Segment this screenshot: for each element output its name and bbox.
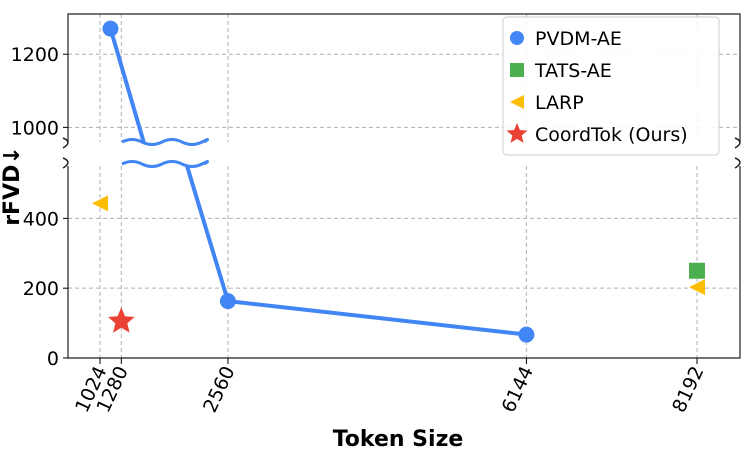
- data-point: [108, 307, 135, 333]
- legend-label: PVDM-AE: [535, 28, 622, 50]
- data-point: [92, 195, 108, 212]
- legend-box: [502, 16, 720, 156]
- upper-panel-frame: [67, 13, 741, 142]
- line-break-wave: [121, 160, 209, 168]
- legend-label: CoordTok (Ours): [535, 124, 688, 146]
- x-tick-label: 6144: [498, 363, 538, 416]
- y-tick-label: 400: [23, 208, 59, 230]
- line-break-wave: [121, 138, 209, 146]
- data-point: [219, 293, 236, 310]
- legend-label: LARP: [535, 92, 584, 114]
- legend: PVDM-AE TATS-AE LARP CoordTok (Ours): [502, 16, 720, 156]
- y-axis-title: rFVD↓: [0, 146, 25, 226]
- series-line-segment: [225, 299, 529, 337]
- series-line-segment: [184, 166, 230, 304]
- lower-panel-frame: [67, 166, 741, 359]
- data-point: [689, 279, 705, 296]
- x-tick-label: 2560: [199, 363, 239, 416]
- y-tick-label: 0: [47, 348, 59, 370]
- plot-frame: [62, 13, 741, 359]
- legend-marker: [510, 63, 524, 77]
- y-tick-label: 1000: [11, 117, 59, 139]
- data-point: [102, 20, 119, 37]
- data-point: [689, 262, 705, 279]
- y-tick-label: 200: [23, 278, 59, 300]
- legend-marker: [510, 95, 524, 109]
- data-point: [518, 326, 535, 343]
- legend-marker: [510, 31, 524, 45]
- legend-marker: [506, 123, 528, 143]
- series-layer: [92, 20, 705, 343]
- gridlines: [68, 14, 740, 359]
- legend-label: TATS-AE: [534, 60, 612, 82]
- axis-break-left: [62, 137, 69, 169]
- x-tick-label: 8192: [668, 363, 708, 416]
- x-axis-title: Token Size: [333, 427, 464, 452]
- y-tick-label: 1200: [11, 44, 59, 66]
- axis-break-right: [734, 137, 741, 169]
- series-line-segment: [108, 26, 146, 142]
